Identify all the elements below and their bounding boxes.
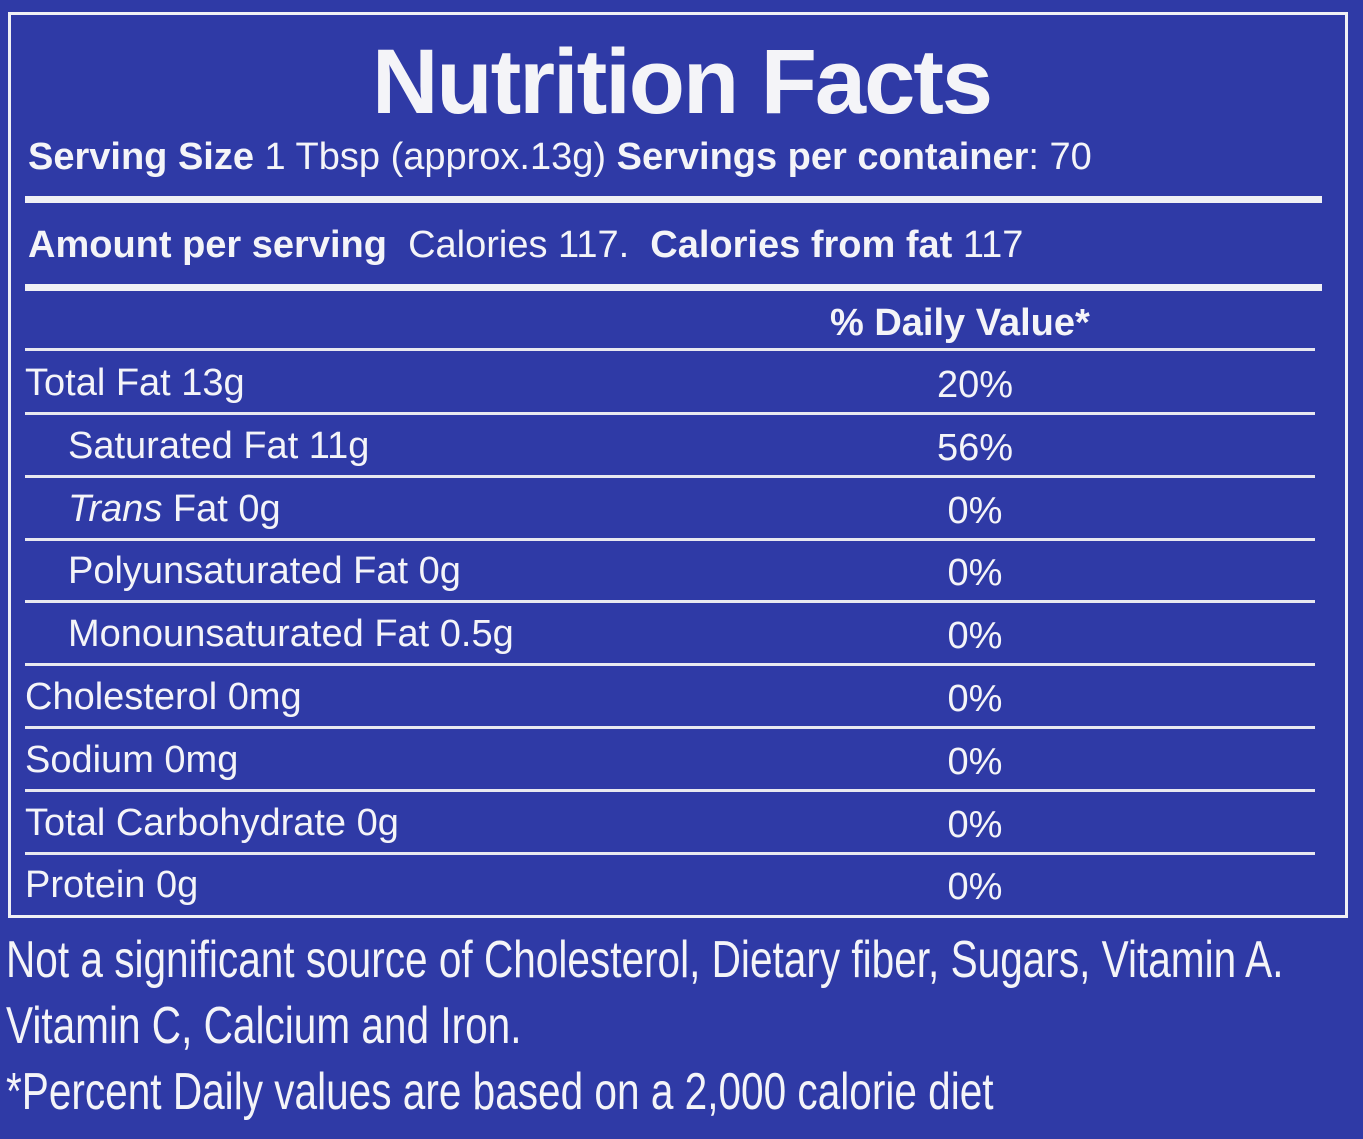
nutrient-label-text: Total Carbohydrate 0g [25,801,399,844]
rule [25,284,1322,291]
fat-calories-value: 117 [962,224,1024,266]
nutrient-label: Protein 0g [25,864,198,907]
daily-value: 0% [947,615,1003,658]
daily-value: 0% [947,866,1003,909]
servings-label: Servings per container [616,136,1029,178]
nutrient-label: Sodium 0mg [25,739,238,782]
nutrient-label-italic: Trans [68,487,163,530]
rule [25,600,1315,604]
rule [25,537,1315,541]
nutrient-label: Polyunsaturated Fat 0g [68,550,461,593]
footnote: Vitamin C, Calcium and Iron. [6,997,522,1055]
daily-value: 56% [936,426,1014,469]
rule [25,474,1315,478]
fat-calories-label: Calories from fat [650,224,953,266]
rule [25,348,1315,351]
footnote: Not a significant source of Cholesterol,… [6,931,1284,989]
nutrient-label-text: Cholesterol 0mg [25,676,302,718]
footnote: *Percent Daily values are based on a 2,0… [6,1063,994,1121]
nutrient-label: Monounsaturated Fat 0.5g [68,613,514,656]
rule [25,851,1315,855]
serving-size-value: 1 Tbsp (approx.13g) [264,136,607,178]
nutrient-label-text: Saturated Fat 11g [68,424,370,467]
title: Nutrition Facts [371,31,993,133]
daily-value: 0% [947,740,1003,783]
rule [25,788,1315,792]
nutrient-label-text: Protein 0g [25,864,199,907]
daily-value: 0% [947,678,1003,720]
rule [25,726,1315,729]
nutrient-label-text: Sodium 0mg [25,738,239,781]
nutrient-label: Cholesterol 0mg [25,676,302,719]
label-border [8,12,1348,918]
serving-line: Serving Size 1 Tbsp (approx.13g) Serving… [28,136,1092,179]
rule [25,412,1315,415]
nutrient-label: Total Carbohydrate 0g [25,802,399,845]
nutrient-label: Saturated Fat 11g [68,425,369,468]
daily-value: 0% [947,552,1003,595]
rule [25,663,1315,667]
nutrient-label-text: Polyunsaturated Fat 0g [68,550,461,593]
nutrient-label: Trans Fat 0g [68,488,281,531]
daily-value: 20% [936,364,1014,406]
nutrient-label-text: Monounsaturated Fat 0.5g [68,613,514,656]
nutrient-label-text: Fat 0g [172,487,281,530]
rule [25,196,1322,203]
dv-header: % Daily Value* [830,302,1090,344]
daily-value: 0% [947,803,1003,846]
amount-label: Amount per serving [28,224,387,266]
serving-size-label: Serving Size [28,136,254,178]
nutrient-label-text: Total Fat 13g [25,362,245,404]
calories: Calories 117. [408,224,630,266]
servings-value: : 70 [1028,136,1092,178]
amount-line: Amount per serving Calories 117. Calorie… [28,224,1023,267]
daily-value: 0% [947,489,1003,532]
nutrient-label: Total Fat 13g [25,362,245,405]
